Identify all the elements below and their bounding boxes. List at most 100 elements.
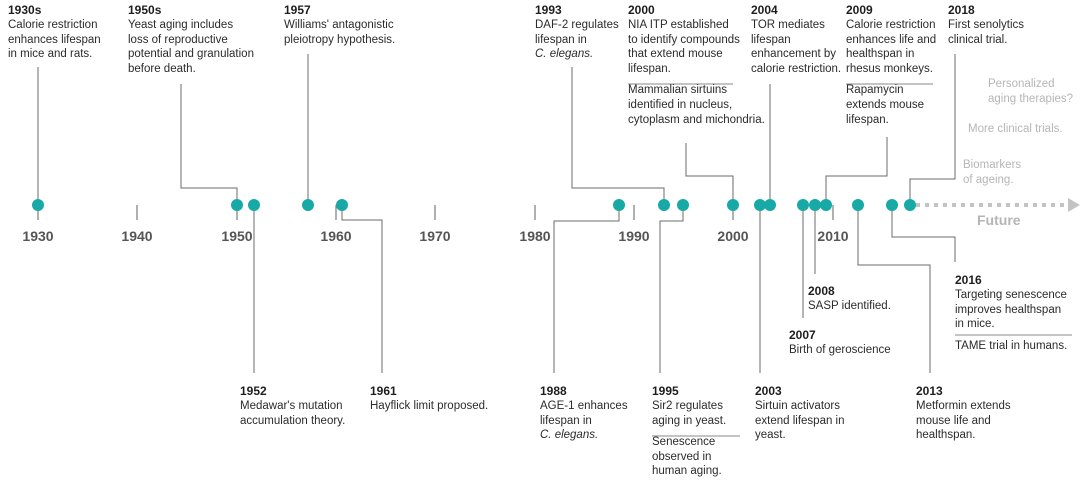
event-text: Sir2 regulates aging in yeast. bbox=[652, 400, 727, 427]
event-1961: 1961 Hayflick limit proposed. bbox=[370, 384, 488, 414]
event-1957: 1957 Williams' antagonistic pleiotropy h… bbox=[284, 3, 395, 47]
event-marker bbox=[886, 199, 898, 211]
tick-label-1930: 1930 bbox=[22, 228, 54, 244]
event-marker bbox=[302, 199, 314, 211]
connector-line bbox=[571, 67, 665, 205]
event-text-secondary: Rapamycin extends mouse lifespan. bbox=[846, 84, 924, 126]
event-year: 2008 bbox=[808, 284, 835, 298]
connector-line bbox=[341, 205, 383, 373]
event-1995: 1995 Sir2 regulates aging in yeast. Sene… bbox=[652, 384, 726, 479]
event-year: 1957 bbox=[284, 3, 311, 17]
event-2016: 2016 Targeting senescence improves healt… bbox=[955, 273, 1067, 353]
event-marker bbox=[658, 199, 670, 211]
event-marker bbox=[797, 199, 809, 211]
event-1950s: 1950s Yeast aging includes loss of repro… bbox=[128, 3, 254, 76]
event-text: Hayflick limit proposed. bbox=[370, 400, 489, 412]
event-text-line: AGE-1 enhances lifespan in C. elegans. bbox=[540, 400, 628, 442]
event-year: 2003 bbox=[755, 384, 782, 398]
event-marker bbox=[32, 199, 44, 211]
event-year: 1988 bbox=[540, 384, 567, 398]
future-label: Future bbox=[977, 212, 1021, 228]
event-2007: 2007 Birth of geroscience bbox=[789, 328, 891, 358]
event-text: Yeast aging includes loss of reproductiv… bbox=[128, 19, 254, 75]
event-2008: 2008 SASP identified. bbox=[808, 284, 891, 314]
event-year: 1930s bbox=[8, 3, 42, 17]
connector-line bbox=[857, 205, 931, 373]
event-marker bbox=[727, 199, 739, 211]
tick-label-1980: 1980 bbox=[519, 228, 551, 244]
future-item-clinical-trials: More clinical trials. bbox=[968, 123, 1063, 135]
event-text: Williams' antagonistic pleiotropy hypoth… bbox=[284, 19, 396, 46]
event-text-secondary: Mammalian sirtuins identified in nucleus… bbox=[628, 84, 765, 126]
tick-label-1950: 1950 bbox=[221, 228, 253, 244]
connector-line bbox=[659, 205, 684, 373]
event-2004: 2004 TOR mediates lifespan enhancement b… bbox=[751, 3, 841, 76]
event-year: 1995 bbox=[652, 384, 679, 398]
future-item-personalized-therapies: Personalized aging therapies? bbox=[988, 78, 1074, 105]
connector-line bbox=[553, 205, 620, 373]
event-year: 2018 bbox=[948, 3, 975, 17]
tick-label-1990: 1990 bbox=[618, 228, 650, 244]
event-marker bbox=[613, 199, 625, 211]
event-marker bbox=[809, 199, 821, 211]
future-arrow-icon bbox=[1068, 198, 1080, 212]
connector-line bbox=[891, 205, 956, 262]
connector-line bbox=[685, 143, 734, 205]
event-text: Medawar's mutation accumulation theory. bbox=[240, 400, 346, 427]
event-year: 1950s bbox=[128, 3, 162, 17]
event-1930s: 1930s Calorie restriction enhances lifes… bbox=[8, 3, 101, 62]
event-text-secondary: Senescence observed in human aging. bbox=[652, 436, 722, 478]
future-item-biomarkers: Biomarkers of ageing. bbox=[963, 159, 1022, 186]
event-year: 2000 bbox=[628, 3, 655, 17]
event-text: Targeting senescence improves healthspan… bbox=[955, 289, 1067, 331]
event-marker bbox=[231, 199, 243, 211]
event-marker bbox=[336, 199, 348, 211]
event-2018: 2018 First senolytics clinical trial. bbox=[948, 3, 1024, 47]
event-text: Calorie restriction enhances life and he… bbox=[846, 19, 937, 75]
event-year: 1952 bbox=[240, 384, 267, 398]
event-2013: 2013 Metformin extends mouse life and he… bbox=[916, 384, 1011, 443]
event-2009: 2009 Calorie restriction enhances life a… bbox=[846, 3, 936, 127]
event-text: TOR mediates lifespan enhancement by cal… bbox=[751, 19, 842, 75]
event-marker bbox=[248, 199, 260, 211]
connector-line bbox=[909, 54, 956, 205]
event-1988: 1988 AGE-1 enhances lifespan in C. elega… bbox=[540, 384, 628, 443]
event-text: Birth of geroscience bbox=[789, 344, 891, 356]
event-year: 2016 bbox=[955, 273, 982, 287]
event-text: SASP identified. bbox=[808, 300, 891, 312]
event-marker bbox=[820, 199, 832, 211]
event-2003: 2003 Sirtuin activators extend lifespan … bbox=[755, 384, 845, 443]
connector-line bbox=[180, 84, 238, 205]
event-year: 1961 bbox=[370, 384, 397, 398]
event-text-secondary: TAME trial in humans. bbox=[955, 339, 1068, 352]
event-year: 1993 bbox=[535, 3, 562, 17]
event-year: 2013 bbox=[916, 384, 943, 398]
event-year: 2007 bbox=[789, 328, 816, 342]
event-marker bbox=[764, 199, 776, 211]
event-2000: 2000 NIA ITP established to identify com… bbox=[628, 3, 765, 127]
event-text-line: DAF-2 regulates lifespan in C. elegans. bbox=[535, 19, 619, 61]
event-1993: 1993 DAF-2 regulates lifespan in C. eleg… bbox=[535, 3, 619, 62]
event-year: 2004 bbox=[751, 3, 778, 17]
tick-label-1970: 1970 bbox=[419, 228, 451, 244]
event-marker bbox=[754, 199, 766, 211]
event-marker bbox=[677, 199, 689, 211]
event-text: Metformin extends mouse life and healths… bbox=[916, 400, 1011, 442]
tick-label-1960: 1960 bbox=[320, 228, 352, 244]
event-year: 2009 bbox=[846, 3, 873, 17]
connector-line bbox=[825, 137, 888, 205]
event-text: Sirtuin activators extend lifespan in ye… bbox=[755, 400, 845, 442]
event-text: AGE-1 enhances lifespan in C. elegans. bbox=[540, 399, 628, 443]
event-text: Calorie restriction enhances lifespan in… bbox=[8, 19, 101, 61]
event-1952: 1952 Medawar's mutation accumulation the… bbox=[240, 384, 345, 428]
event-text: DAF-2 regulates lifespan in C. elegans. bbox=[535, 18, 619, 62]
tick-label-2010: 2010 bbox=[817, 228, 849, 244]
event-marker bbox=[904, 199, 916, 211]
event-text: NIA ITP established to identify compound… bbox=[628, 19, 740, 75]
tick-label-2000: 2000 bbox=[717, 228, 749, 244]
event-marker bbox=[852, 199, 864, 211]
event-text: First senolytics clinical trial. bbox=[948, 19, 1025, 46]
tick-label-1940: 1940 bbox=[121, 228, 153, 244]
